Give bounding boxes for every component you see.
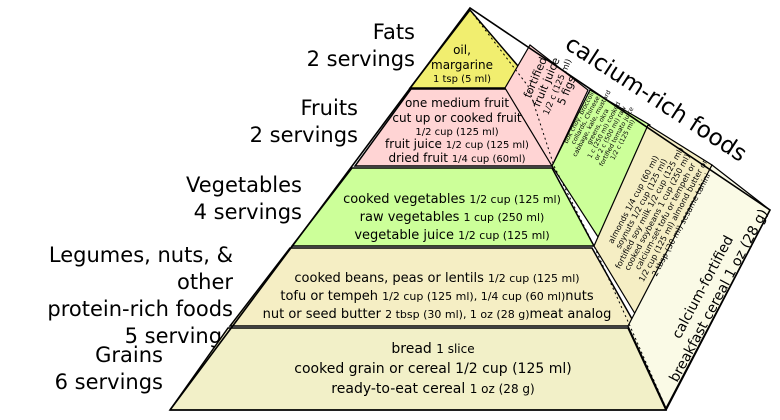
fruits-line-3: 1/2 cup (125 ml) — [415, 127, 498, 138]
fruits-line-4-amount: 1/2 cup (125 ml) — [446, 140, 529, 151]
fruits-line-1: one medium fruit — [405, 96, 509, 110]
veg-line-2: raw vegetables 1 cup (250 ml) — [360, 210, 545, 225]
vegetables-servings: 4 servings — [193, 200, 302, 224]
vegetables-title: Vegetables — [185, 173, 302, 197]
veg-line-1-amount: 1/2 cup (125 ml) — [469, 193, 561, 206]
grains-label: Grains 6 servings — [0, 342, 163, 396]
protein-line-3: nut or seed butter 2 tbsp (30 ml), 1 oz … — [263, 307, 612, 322]
fruits-line-5-main: dried fruit — [388, 151, 451, 165]
protein-label: Legumes, nuts, & other protein-rich food… — [0, 242, 233, 350]
protein-title-line2: protein-rich foods — [47, 297, 233, 321]
fats-servings: 2 servings — [306, 47, 415, 71]
fats-content: oil, margarine 1 tsp (5 ml) — [431, 43, 493, 85]
grains-line-3-main: ready-to-eat cereal — [331, 381, 469, 397]
fruits-line-2: cut up or cooked fruit — [392, 111, 522, 125]
protein-line-1-main: cooked beans, peas or lentils — [294, 271, 488, 286]
fats-title: Fats — [372, 20, 415, 44]
veg-line-3-main: vegetable juice — [354, 228, 458, 243]
fruits-line-5: dried fruit 1/4 cup (60ml) — [388, 151, 525, 165]
protein-line-2: tofu or tempeh 1/2 cup (125 ml), 1/4 cup… — [280, 289, 593, 304]
veg-line-3-amount: 1/2 cup (125 ml) — [458, 229, 550, 242]
grains-title: Grains — [95, 343, 163, 367]
grains-line-1-amount: 1 slice — [436, 342, 474, 356]
grains-content: bread 1 slice cooked grain or cereal 1/2… — [294, 341, 571, 397]
protein-line-2-main: tofu or tempeh — [280, 289, 382, 304]
protein-line-3-amount: 2 tbsp (30 ml), 1 oz (28 g) — [385, 308, 529, 321]
protein-servings: 5 servings — [124, 324, 233, 348]
fruits-label: Fruits 2 servings — [190, 95, 358, 149]
fats-line-3: 1 tsp (5 ml) — [433, 74, 491, 85]
protein-line-2-amount: 1/2 cup (125 ml), 1/4 cup (60 ml) — [382, 290, 565, 303]
veg-line-1: cooked vegetables 1/2 cup (125 ml) — [343, 192, 561, 207]
veg-line-1-main: cooked vegetables — [343, 192, 469, 207]
pyramid-ridge-line — [469, 9, 667, 409]
fats-line-1: oil, — [453, 43, 471, 57]
fats-label: Fats 2 servings — [240, 19, 415, 73]
protein-content: cooked beans, peas or lentils 1/2 cup (1… — [263, 271, 612, 322]
veg-line-2-main: raw vegetables — [360, 210, 464, 225]
pyramid-outline — [169, 6, 772, 411]
protein-line-1-amount: 1/2 cup (125 ml) — [488, 272, 580, 285]
protein-title-line1: Legumes, nuts, & other — [48, 243, 233, 294]
fats-line-2: margarine — [431, 58, 493, 72]
grains-line-3-amount: 1 oz (28 g) — [470, 382, 535, 396]
grains-line-3: ready-to-eat cereal 1 oz (28 g) — [331, 381, 534, 397]
vegetables-content: cooked vegetables 1/2 cup (125 ml) raw v… — [343, 192, 561, 243]
fruits-content: one medium fruit cut up or cooked fruit … — [385, 96, 529, 165]
veg-line-2-amount: 1 cup (250 ml) — [464, 211, 545, 224]
grains-line-2: cooked grain or cereal 1/2 cup (125 ml) — [294, 361, 571, 377]
vegetables-label: Vegetables 4 servings — [100, 172, 302, 226]
fruits-line-5-amount: 1/4 cup (60ml) — [452, 154, 526, 165]
veg-line-3: vegetable juice 1/2 cup (125 ml) — [354, 228, 549, 243]
protein-line-1: cooked beans, peas or lentils 1/2 cup (1… — [294, 271, 579, 286]
protein-line-3-tail: meat analog — [530, 307, 612, 322]
fruits-line-4-main: fruit juice — [385, 137, 446, 151]
fruits-servings: 2 servings — [249, 123, 358, 147]
grains-servings: 6 servings — [54, 370, 163, 394]
protein-line-2-tail: nuts — [565, 289, 594, 304]
grains-line-1: bread 1 slice — [391, 341, 474, 357]
fruits-line-4: fruit juice 1/2 cup (125 ml) — [385, 137, 529, 151]
fruits-title: Fruits — [300, 96, 358, 120]
protein-line-3-main: nut or seed butter — [263, 307, 385, 322]
grains-line-1-main: bread — [391, 341, 436, 357]
